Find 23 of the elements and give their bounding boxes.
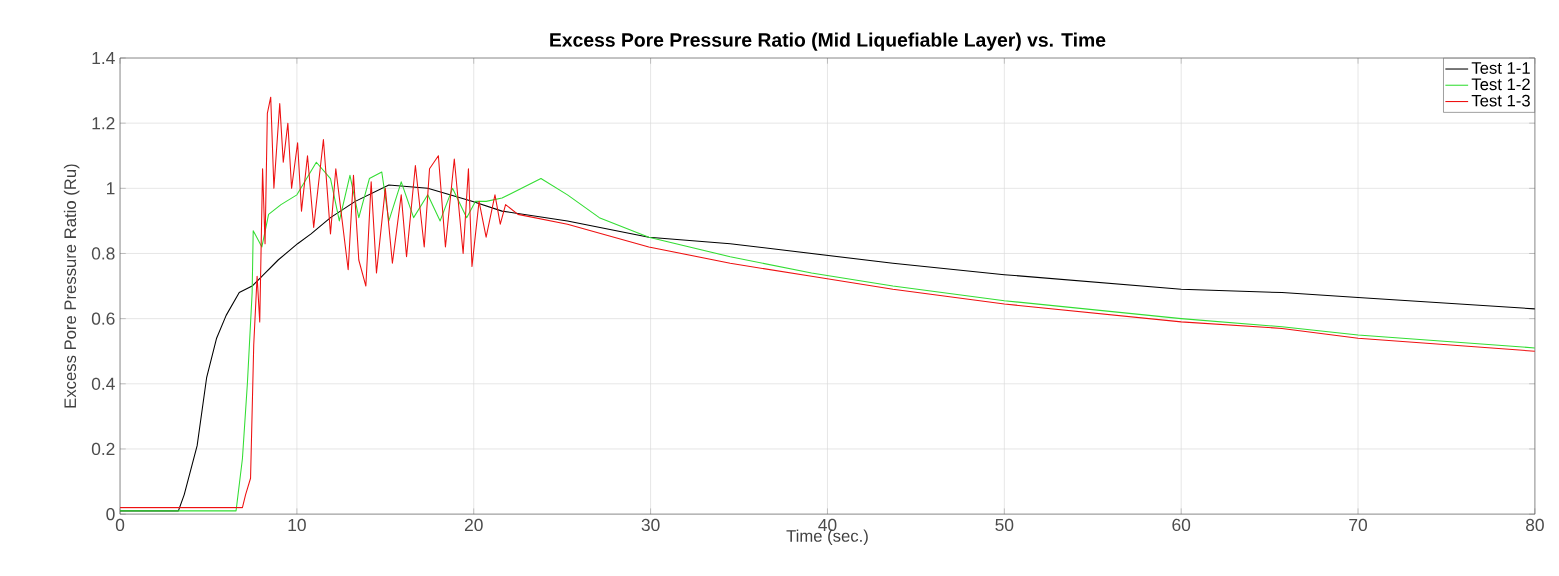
x-tick-label: 50 <box>995 518 1014 532</box>
y-tick-label: 0.4 <box>91 377 115 390</box>
chart-title: Excess Pore Pressure Ratio (Mid Liquefiable Layer) vs. Time <box>550 32 1106 51</box>
x-tick-label: 70 <box>1349 518 1368 532</box>
x-tick-label: 30 <box>641 518 660 532</box>
line-series <box>120 96 1535 509</box>
x-tick-label: 60 <box>1172 518 1191 532</box>
y-tick-label: 0.8 <box>91 247 115 260</box>
legend-label: Test 1-2 <box>1471 78 1530 91</box>
x-tick-label: 0 <box>115 518 125 532</box>
y-tick-label: 0 <box>106 507 115 521</box>
y-tick-label: 1 <box>107 182 115 195</box>
x-tick-label: 20 <box>464 518 483 532</box>
legend-label: Test 1-1 <box>1471 62 1530 74</box>
y-tick-label: 0.6 <box>91 312 115 325</box>
y-tick-label: 1.2 <box>92 117 115 130</box>
y-tick-label: 0.2 <box>91 442 115 456</box>
y-axis-title: Excess Pore Pressure Ratio (Ru) <box>63 164 80 408</box>
y-tick-label: 1.4 <box>92 51 115 64</box>
x-tick-label: 80 <box>1526 518 1544 532</box>
x-tick-label: 10 <box>288 518 306 532</box>
legend-label: Test 1-3 <box>1471 94 1530 107</box>
x-tick-label: 40 <box>818 518 837 532</box>
